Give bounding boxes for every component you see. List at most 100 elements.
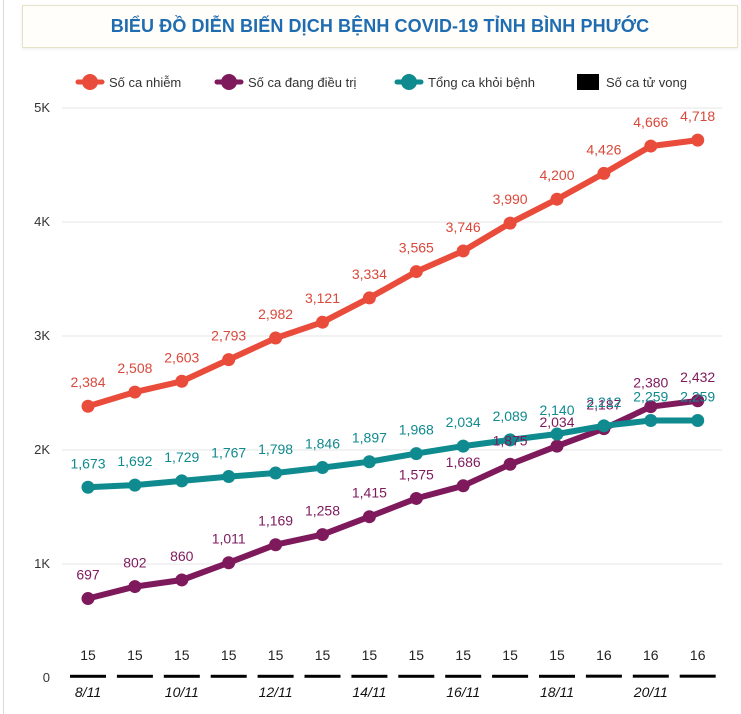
point-tong-ca-khoi-benh <box>362 455 376 469</box>
legend-label-so-ca-dang-dieu-tri: Số ca đang điều trị <box>248 75 357 90</box>
point-so-ca-tu-vong <box>210 674 247 678</box>
data-label-tong-ca-khoi-benh: 2,212 <box>586 394 621 410</box>
point-tong-ca-khoi-benh <box>175 474 189 488</box>
data-label-so-ca-nhiem: 2,508 <box>117 360 152 376</box>
legend-label-so-ca-tu-vong: Số ca tử vong <box>606 75 687 90</box>
data-label-tong-ca-khoi-benh: 2,259 <box>633 388 668 404</box>
data-label-so-ca-dang-dieu-tri: 2,432 <box>680 369 715 385</box>
data-label-so-ca-nhiem: 4,426 <box>586 141 621 157</box>
chart-data-labels: 2,384 2,508 2,603 2,793 2,982 3,121 3,334 3,565… <box>70 108 715 582</box>
data-label-so-ca-nhiem: 4,666 <box>633 114 668 130</box>
point-so-ca-tu-vong <box>492 674 529 678</box>
data-label-so-ca-dang-dieu-tri: 697 <box>76 567 100 583</box>
point-so-ca-dang-dieu-tri <box>81 592 95 606</box>
point-so-ca-tu-vong <box>257 674 294 678</box>
point-so-ca-tu-vong <box>163 674 200 678</box>
point-so-ca-nhiem <box>550 192 564 206</box>
legend-marker-tong-ca-khoi-benh <box>401 74 417 90</box>
y-tick-label: 0 <box>43 670 50 685</box>
data-label-so-ca-nhiem: 2,793 <box>211 328 246 344</box>
data-label-so-ca-nhiem: 4,200 <box>539 167 574 183</box>
point-so-ca-dang-dieu-tri <box>128 580 142 594</box>
x-tick-label: 15 <box>268 647 284 663</box>
point-so-ca-dang-dieu-tri <box>644 400 658 414</box>
data-label-tong-ca-khoi-benh: 2,034 <box>446 414 481 430</box>
x-axis: 15 15 15 15 15 15 15 15 15 15 15 16 16 16 8/11 10/11 12/… <box>75 647 706 700</box>
data-label-so-ca-nhiem: 3,121 <box>305 290 340 306</box>
data-label-tong-ca-khoi-benh: 1,798 <box>258 441 293 457</box>
point-tong-ca-khoi-benh <box>597 419 611 433</box>
y-tick-label: 5K <box>34 100 50 115</box>
point-so-ca-nhiem <box>316 315 329 329</box>
data-label-so-ca-nhiem: 4,718 <box>680 108 715 124</box>
point-so-ca-tu-vong <box>116 674 153 678</box>
point-so-ca-tu-vong <box>539 674 575 678</box>
x-date-label: 16/11 <box>446 684 480 700</box>
point-so-ca-tu-vong <box>70 674 106 678</box>
point-so-ca-tu-vong <box>398 674 435 678</box>
point-so-ca-nhiem <box>128 385 142 399</box>
x-tick-label: 16 <box>643 647 659 663</box>
chart-title: BIỂU ĐỒ DIỄN BIẾN DỊCH BỆNH COVID-19 TỈN… <box>110 16 650 36</box>
point-so-ca-dang-dieu-tri <box>362 510 376 524</box>
data-label-tong-ca-khoi-benh: 2,259 <box>680 388 715 404</box>
data-label-so-ca-dang-dieu-tri: 2,034 <box>539 414 574 430</box>
legend-label-so-ca-nhiem: Số ca nhiễm <box>109 75 181 90</box>
point-so-ca-nhiem <box>597 166 611 180</box>
x-tick-label: 15 <box>409 647 425 663</box>
x-tick-label: 15 <box>80 647 96 663</box>
y-tick-label: 3K <box>34 328 50 343</box>
y-axis: 0 1K 2K 3K 4K 5K <box>34 100 50 685</box>
legend-marker-so-ca-tu-vong <box>577 74 599 90</box>
x-date-label: 12/11 <box>259 684 293 700</box>
point-so-ca-dang-dieu-tri <box>456 479 470 493</box>
chart-gridlines <box>62 107 722 565</box>
point-so-ca-tu-vong <box>351 674 388 678</box>
point-tong-ca-khoi-benh <box>550 427 564 441</box>
point-so-ca-tu-vong <box>679 674 716 678</box>
data-label-tong-ca-khoi-benh: 1,897 <box>352 430 387 446</box>
x-tick-label: 15 <box>315 647 331 663</box>
point-so-ca-nhiem <box>81 399 95 413</box>
chart-series <box>70 133 716 678</box>
x-tick-label: 15 <box>549 647 565 663</box>
data-label-so-ca-dang-dieu-tri: 2,187 <box>586 397 621 413</box>
x-tick-label: 16 <box>596 647 612 663</box>
x-tick-label: 15 <box>221 647 237 663</box>
point-tong-ca-khoi-benh <box>644 413 658 427</box>
point-tong-ca-khoi-benh <box>409 447 423 461</box>
point-so-ca-dang-dieu-tri <box>316 528 329 542</box>
point-so-ca-nhiem <box>409 265 423 279</box>
data-label-so-ca-dang-dieu-tri: 1,415 <box>352 485 387 501</box>
point-so-ca-tu-vong <box>445 674 482 678</box>
data-label-so-ca-nhiem: 2,603 <box>164 349 199 365</box>
y-tick-label: 4K <box>34 214 50 229</box>
data-label-so-ca-nhiem: 3,565 <box>399 240 434 256</box>
point-so-ca-dang-dieu-tri <box>269 538 283 552</box>
x-date-label: 8/11 <box>75 684 101 700</box>
x-date-label: 20/11 <box>633 684 668 700</box>
point-so-ca-nhiem <box>362 291 376 305</box>
data-label-so-ca-dang-dieu-tri: 1,011 <box>212 531 246 547</box>
data-label-tong-ca-khoi-benh: 1,968 <box>399 422 434 438</box>
data-label-so-ca-dang-dieu-tri: 1,258 <box>305 503 340 519</box>
legend-marker-so-ca-dang-dieu-tri <box>221 74 237 90</box>
point-so-ca-dang-dieu-tri <box>409 491 423 505</box>
data-label-so-ca-nhiem: 2,982 <box>258 306 293 322</box>
data-label-so-ca-dang-dieu-tri: 1,875 <box>493 432 528 448</box>
x-tick-label: 15 <box>127 647 143 663</box>
data-label-so-ca-nhiem: 3,990 <box>493 191 528 207</box>
x-tick-label: 15 <box>455 647 471 663</box>
point-tong-ca-khoi-benh <box>503 433 517 447</box>
x-date-label: 14/11 <box>352 684 386 700</box>
point-so-ca-nhiem <box>269 331 283 345</box>
point-so-ca-nhiem <box>456 244 470 258</box>
data-label-so-ca-dang-dieu-tri: 1,169 <box>258 513 293 529</box>
point-so-ca-nhiem <box>175 374 189 388</box>
point-so-ca-nhiem <box>644 139 658 153</box>
chart-legend: Số ca nhiễm Số ca đang điều trị Tổng ca kh… <box>75 74 687 90</box>
point-so-ca-dang-dieu-tri <box>175 573 189 587</box>
x-tick-label: 15 <box>362 647 378 663</box>
series-line-tong-ca-khoi-benh <box>85 417 701 491</box>
series-line-so-ca-dang-dieu-tri <box>85 397 701 602</box>
